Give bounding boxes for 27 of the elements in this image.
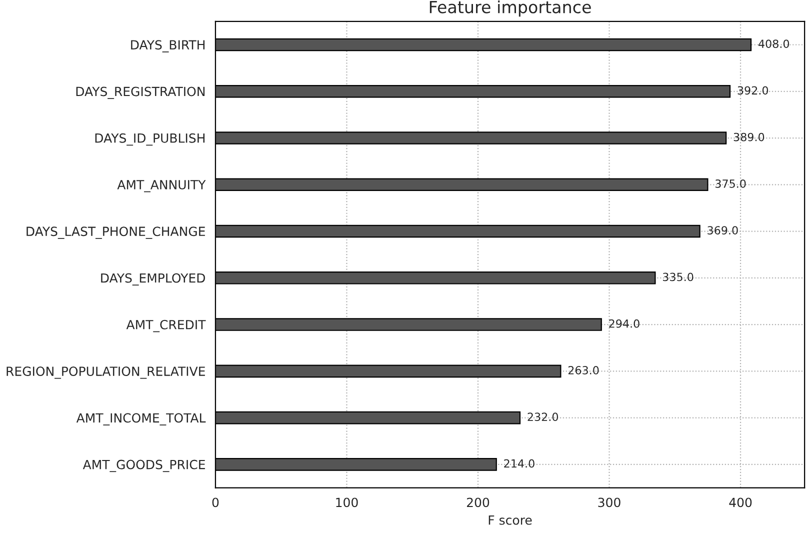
y-tick-label: DAYS_BIRTH: [131, 40, 205, 52]
y-tick-label: REGION_POPULATION_RELATIVE: [6, 366, 205, 379]
data-label: 408.0: [758, 40, 790, 48]
y-tick-label: DAYS_ID_PUBLISH: [95, 133, 205, 146]
data-label: 375.0: [716, 179, 746, 188]
data-label: 263.0: [568, 366, 599, 374]
y-tick-label: DAYS_REGISTRATION: [76, 86, 205, 99]
data-label: 335.0: [662, 272, 694, 282]
y-tick-label: AMT_INCOME_TOTAL: [76, 413, 206, 426]
x-tick-label: 300: [598, 498, 620, 508]
x-axis-title: F score: [488, 516, 532, 525]
data-label: 392.0: [738, 86, 768, 95]
data-label: 294.0: [609, 319, 640, 328]
x-tick-label: 100: [336, 498, 358, 508]
x-tick-label: 0: [212, 498, 219, 508]
x-tick-label: 400: [729, 498, 752, 508]
y-tick-label: AMT_CREDIT: [126, 320, 206, 332]
data-label: 389.0: [734, 132, 764, 142]
x-tick-label: 200: [466, 498, 490, 508]
y-tick-label: AMT_GOODS_PRICE: [82, 460, 205, 472]
y-tick-label: DAYS_EMPLOYED: [101, 273, 206, 286]
chart-title: Feature importance: [430, 0, 591, 17]
data-label: 232.0: [528, 412, 558, 422]
data-label: 369.0: [708, 226, 738, 235]
y-tick-label: AMT_ANNUITY: [117, 180, 206, 192]
data-label: 214.0: [504, 459, 534, 468]
y-tick-label: DAYS_LAST_PHONE_CHANGE: [26, 226, 205, 239]
